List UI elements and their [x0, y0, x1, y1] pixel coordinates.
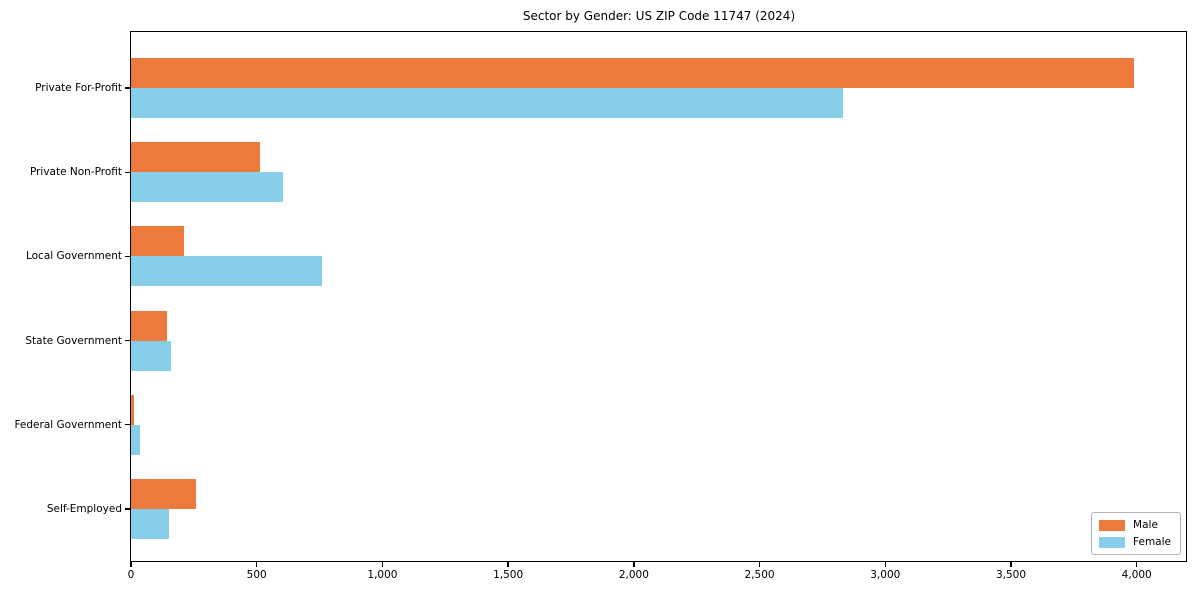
x-tick-label-0: 0 — [127, 569, 135, 581]
y-tick-local-government — [125, 255, 130, 258]
bar-male-local-government — [131, 226, 184, 257]
x-tick-1500 — [507, 562, 509, 567]
x-tick-3500 — [1010, 562, 1012, 567]
bar-male-federal-government — [131, 394, 135, 425]
x-tick-label-1000: 1,000 — [367, 569, 398, 581]
category-label-private-non-profit: Private Non-Profit — [29, 165, 122, 178]
legend-swatch-female — [1099, 536, 1126, 548]
x-tick-0 — [130, 562, 132, 567]
bar-female-local-government — [131, 256, 323, 287]
bar-male-private-for-profit — [131, 58, 1135, 88]
x-tick-label-3500: 3,500 — [995, 569, 1027, 581]
y-tick-private-non-profit — [125, 171, 130, 173]
y-tick-federal-government — [125, 424, 130, 426]
x-tick-500 — [256, 562, 258, 567]
legend-item-male: Male — [1099, 519, 1171, 531]
x-tick-label-3000: 3,000 — [870, 569, 901, 581]
x-tick-2500 — [758, 562, 761, 567]
legend: Male Female — [1091, 512, 1181, 555]
y-tick-self-employed — [125, 508, 130, 510]
x-tick-4000 — [1136, 562, 1138, 567]
bars-layer — [131, 32, 1187, 562]
legend-swatch-male — [1099, 519, 1126, 531]
y-axis-labels: Private For-Profit Private Non-Profit Loca… — [0, 32, 122, 562]
x-tick-label-4000: 4,000 — [1121, 569, 1152, 581]
x-axis-labels: 0 500 1,000 1,500 2,000 2,500 3,000 3,500 4,000 — [127, 569, 1187, 585]
x-tick-label-1500: 1,500 — [493, 569, 524, 581]
y-tick-state-government — [125, 340, 130, 342]
bar-male-state-government — [131, 310, 168, 341]
legend-label-female: Female — [1133, 536, 1171, 548]
bar-male-self-employed — [131, 479, 197, 509]
category-label-federal-government: Federal Government — [14, 418, 122, 431]
bar-male-private-non-profit — [131, 142, 261, 173]
x-tick-label-2500: 2,500 — [744, 569, 775, 581]
x-tick-1000 — [381, 562, 384, 567]
legend-label-male: Male — [1133, 519, 1158, 531]
x-tick-2000 — [633, 562, 635, 567]
x-tick-3000 — [884, 562, 886, 567]
bar-female-self-employed — [131, 509, 169, 539]
category-label-private-for-profit: Private For-Profit — [35, 81, 122, 94]
bar-female-private-for-profit — [131, 88, 843, 118]
category-label-self-employed: Self-Employed — [46, 502, 122, 515]
y-tick-private-for-profit — [125, 87, 130, 89]
bar-female-state-government — [131, 340, 172, 371]
bar-female-private-non-profit — [131, 172, 284, 203]
x-tick-label-2000: 2,000 — [618, 569, 649, 581]
category-label-state-government: State Government — [25, 334, 122, 347]
legend-item-female: Female — [1099, 536, 1171, 548]
category-label-local-government: Local Government — [25, 250, 122, 263]
x-axis-ticks — [130, 562, 1187, 568]
bar-female-federal-government — [131, 424, 140, 455]
chart-title: Sector by Gender: US ZIP Code 11747 (202… — [522, 9, 796, 23]
x-tick-label-500: 500 — [246, 569, 267, 581]
